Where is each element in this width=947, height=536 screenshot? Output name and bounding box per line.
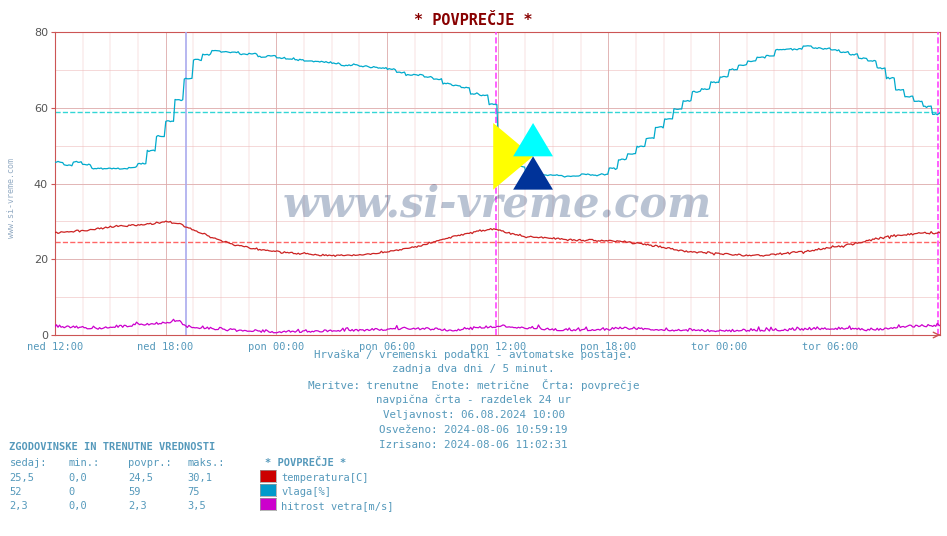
Text: 2,3: 2,3 <box>128 501 147 511</box>
Text: www.si-vreme.com: www.si-vreme.com <box>283 184 712 226</box>
Text: 75: 75 <box>188 487 200 497</box>
Text: 25,5: 25,5 <box>9 473 34 483</box>
Text: 0,0: 0,0 <box>68 501 87 511</box>
Text: zadnja dva dni / 5 minut.: zadnja dva dni / 5 minut. <box>392 364 555 375</box>
Text: 0: 0 <box>68 487 75 497</box>
Text: sedaj:: sedaj: <box>9 458 47 468</box>
Text: min.:: min.: <box>68 458 99 468</box>
Text: pon 18:00: pon 18:00 <box>581 342 636 352</box>
Text: temperatura[C]: temperatura[C] <box>281 473 368 483</box>
Text: hitrost vetra[m/s]: hitrost vetra[m/s] <box>281 501 394 511</box>
Text: 0,0: 0,0 <box>68 473 87 483</box>
Text: Izrisano: 2024-08-06 11:02:31: Izrisano: 2024-08-06 11:02:31 <box>379 440 568 450</box>
Polygon shape <box>513 157 553 190</box>
Polygon shape <box>513 123 553 157</box>
Text: maks.:: maks.: <box>188 458 225 468</box>
Text: 59: 59 <box>128 487 140 497</box>
Text: Osveženo: 2024-08-06 10:59:19: Osveženo: 2024-08-06 10:59:19 <box>379 425 568 435</box>
Text: ned 12:00: ned 12:00 <box>27 342 83 352</box>
Text: povpr.:: povpr.: <box>128 458 171 468</box>
Text: ZGODOVINSKE IN TRENUTNE VREDNOSTI: ZGODOVINSKE IN TRENUTNE VREDNOSTI <box>9 442 216 452</box>
Text: * POVPREČJE *: * POVPREČJE * <box>414 13 533 28</box>
Text: 52: 52 <box>9 487 22 497</box>
Text: navpična črta - razdelek 24 ur: navpična črta - razdelek 24 ur <box>376 394 571 405</box>
Text: Veljavnost: 06.08.2024 10:00: Veljavnost: 06.08.2024 10:00 <box>383 410 564 420</box>
Text: pon 00:00: pon 00:00 <box>248 342 304 352</box>
Text: ned 18:00: ned 18:00 <box>137 342 194 352</box>
Text: 24,5: 24,5 <box>128 473 152 483</box>
Text: www.si-vreme.com: www.si-vreme.com <box>7 158 16 239</box>
Text: Hrvaška / vremenski podatki - avtomatske postaje.: Hrvaška / vremenski podatki - avtomatske… <box>314 349 633 360</box>
Text: * POVPREČJE *: * POVPREČJE * <box>265 458 347 468</box>
Polygon shape <box>493 123 533 190</box>
Text: 3,5: 3,5 <box>188 501 206 511</box>
Text: 30,1: 30,1 <box>188 473 212 483</box>
Text: Meritve: trenutne  Enote: metrične  Črta: povprečje: Meritve: trenutne Enote: metrične Črta: … <box>308 379 639 391</box>
Text: tor 00:00: tor 00:00 <box>691 342 747 352</box>
Text: 2,3: 2,3 <box>9 501 28 511</box>
Text: pon 12:00: pon 12:00 <box>470 342 526 352</box>
Text: vlaga[%]: vlaga[%] <box>281 487 331 497</box>
Text: tor 06:00: tor 06:00 <box>801 342 858 352</box>
Text: pon 06:00: pon 06:00 <box>359 342 415 352</box>
